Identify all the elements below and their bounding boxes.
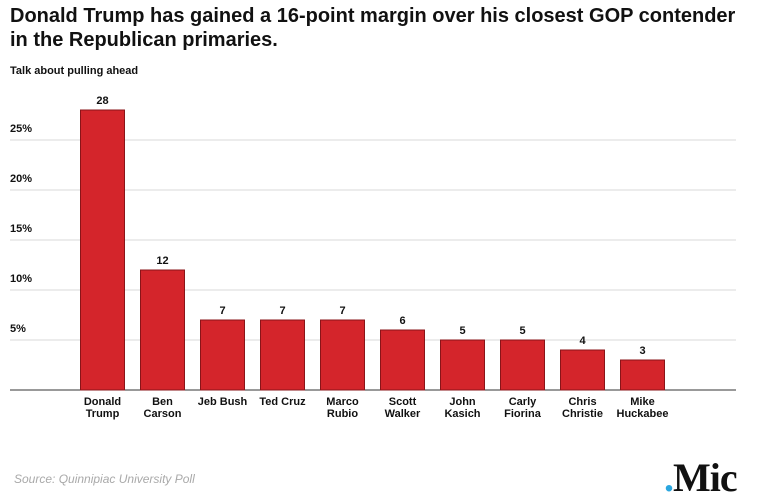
chart-subtitle: Talk about pulling ahead <box>10 65 139 77</box>
y-tick-label: 10% <box>10 273 32 285</box>
chart-title: Donald Trump has gained a 16-point margi… <box>10 5 736 51</box>
x-tick-label: Rubio <box>327 408 358 420</box>
x-tick-label: Marco <box>326 396 359 408</box>
bar <box>320 319 365 391</box>
x-tick-label: Ted Cruz <box>259 396 306 408</box>
data-label: 7 <box>339 305 345 317</box>
y-tick-label: 5% <box>10 323 26 335</box>
mic-logo: .Mic <box>664 455 738 500</box>
y-tick-label: 15% <box>10 223 32 235</box>
data-label: 5 <box>519 325 525 337</box>
x-tick-label: Walker <box>385 408 421 420</box>
bar <box>500 339 545 391</box>
y-tick-label: 20% <box>10 173 32 185</box>
x-tick-label: Christie <box>562 408 603 420</box>
bar <box>620 359 665 391</box>
x-tick-label: Donald <box>84 396 121 408</box>
bar <box>440 339 485 391</box>
x-tick-label: Scott <box>389 396 417 408</box>
bar <box>380 329 425 391</box>
data-label: 4 <box>579 335 586 347</box>
x-tick-label: Jeb Bush <box>198 396 248 408</box>
bar <box>200 319 245 391</box>
bar <box>80 109 125 391</box>
logo-dot: . <box>664 455 674 500</box>
x-tick-label: Chris <box>568 396 596 408</box>
data-label: 7 <box>219 305 225 317</box>
x-tick-label: Fiorina <box>504 408 542 420</box>
x-tick-label: Trump <box>86 408 120 420</box>
x-tick-label: Mike <box>630 396 654 408</box>
x-tick-label: Huckabee <box>617 408 669 420</box>
x-tick-label: Ben <box>152 396 173 408</box>
data-label: 3 <box>639 345 645 357</box>
data-label: 5 <box>459 325 465 337</box>
x-tick-label: John <box>449 396 476 408</box>
logo-text: Mic <box>673 455 738 500</box>
bar <box>560 349 605 391</box>
bar <box>260 319 305 391</box>
data-label: 7 <box>279 305 285 317</box>
x-tick-label: Carly <box>509 396 537 408</box>
x-tick-label: Kasich <box>444 408 480 420</box>
bar <box>140 269 185 391</box>
source-note: Source: Quinnipiac University Poll <box>14 472 195 486</box>
x-tick-label: Carson <box>144 408 182 420</box>
data-label: 28 <box>96 95 108 107</box>
y-tick-label: 25% <box>10 123 32 135</box>
data-label: 6 <box>399 315 405 327</box>
data-label: 12 <box>156 255 168 267</box>
